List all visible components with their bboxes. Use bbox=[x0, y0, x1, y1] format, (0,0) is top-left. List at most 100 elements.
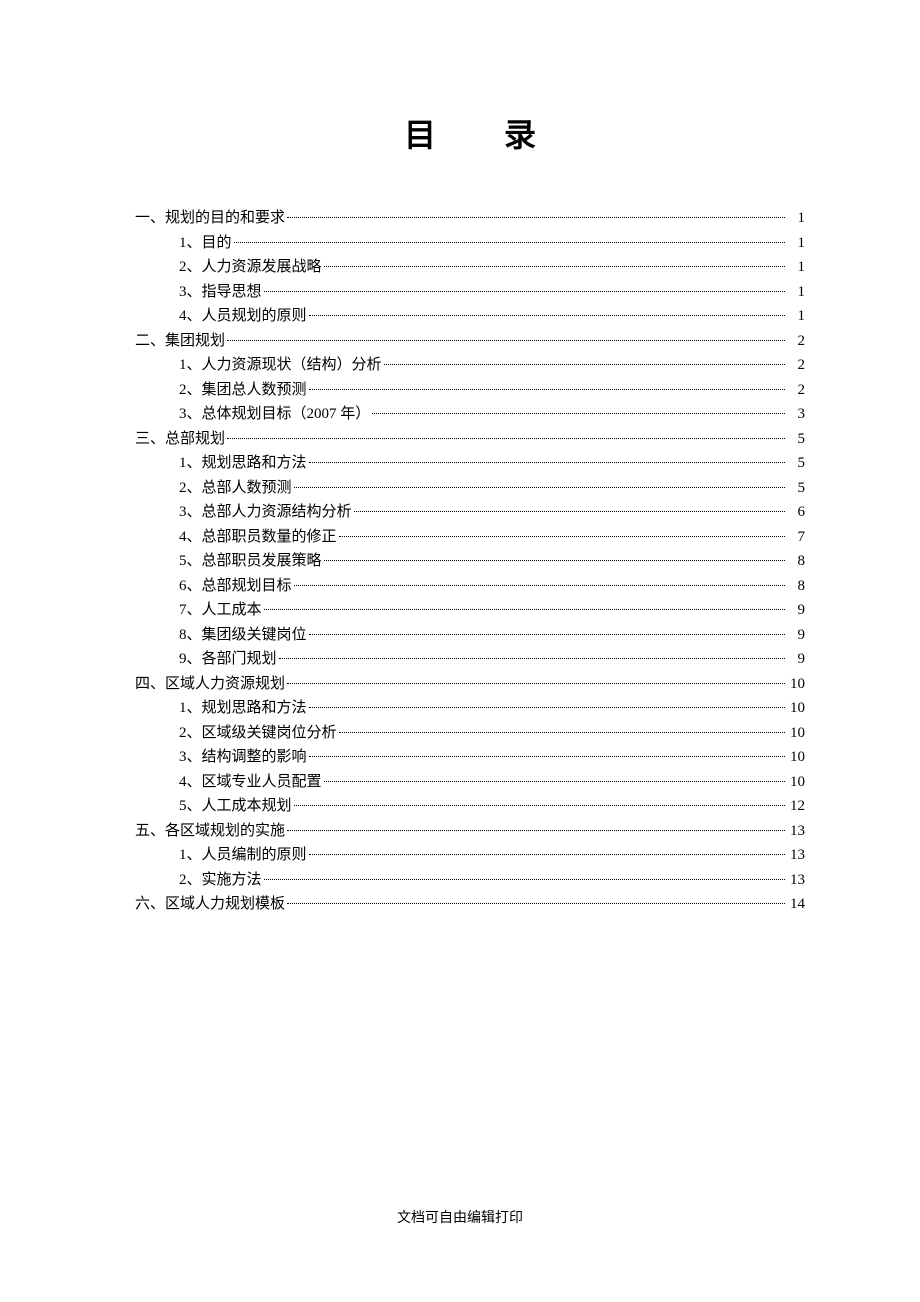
toc-entry-label: 5、总部职员发展策略 bbox=[179, 549, 322, 573]
toc-entry-label: 1、规划思路和方法 bbox=[179, 696, 307, 720]
toc-entry-label: 1、人员编制的原则 bbox=[179, 843, 307, 867]
toc-entry: 2、人力资源发展战略 1 bbox=[135, 255, 805, 280]
toc-leader-dots bbox=[294, 805, 785, 806]
toc-leader-dots bbox=[324, 266, 785, 267]
toc-entry-label: 2、实施方法 bbox=[179, 868, 262, 892]
toc-entry: 1、规划思路和方法5 bbox=[135, 451, 805, 476]
toc-leader-dots bbox=[279, 658, 785, 659]
toc-leader-dots bbox=[309, 756, 785, 757]
toc-leader-dots bbox=[324, 781, 785, 782]
toc-leader-dots bbox=[264, 609, 785, 610]
toc-leader-dots bbox=[324, 560, 785, 561]
toc-leader-dots bbox=[227, 438, 785, 439]
toc-entry: 6、总部规划目标 8 bbox=[135, 574, 805, 599]
toc-leader-dots bbox=[309, 389, 785, 390]
toc-entry-label: 4、区域专业人员配置 bbox=[179, 770, 322, 794]
toc-entry-label: 二、集团规划 bbox=[135, 329, 225, 353]
toc-leader-dots bbox=[309, 634, 785, 635]
toc-entry-label: 1、目的 bbox=[179, 231, 232, 255]
toc-entry-label: 6、总部规划目标 bbox=[179, 574, 292, 598]
toc-entry-label: 五、各区域规划的实施 bbox=[135, 819, 285, 843]
toc-entry: 9、各部门规划 9 bbox=[135, 647, 805, 672]
toc-entry-page: 6 bbox=[787, 500, 805, 524]
toc-leader-dots bbox=[294, 585, 785, 586]
toc-entry-label: 1、人力资源现状（结构）分析 bbox=[179, 353, 382, 377]
toc-entry-page: 5 bbox=[787, 476, 805, 500]
toc-entry-label: 2、集团总人数预测 bbox=[179, 378, 307, 402]
toc-leader-dots bbox=[264, 291, 785, 292]
toc-entry-page: 9 bbox=[787, 647, 805, 671]
toc-entry-page: 1 bbox=[787, 255, 805, 279]
page-title: 目 录 bbox=[135, 110, 805, 156]
toc-entry-page: 13 bbox=[787, 868, 805, 892]
toc-entry-label: 3、指导思想 bbox=[179, 280, 262, 304]
toc-entry-label: 8、集团级关键岗位 bbox=[179, 623, 307, 647]
toc-entry-label: 2、人力资源发展战略 bbox=[179, 255, 322, 279]
toc-entry-page: 10 bbox=[787, 745, 805, 769]
toc-entry-label: 4、人员规划的原则 bbox=[179, 304, 307, 328]
toc-entry: 三、总部规划 5 bbox=[135, 427, 805, 452]
toc-entry-page: 5 bbox=[787, 451, 805, 475]
toc-leader-dots bbox=[384, 364, 785, 365]
toc-entry: 2、总部人数预测5 bbox=[135, 476, 805, 501]
toc-entry-page: 10 bbox=[787, 770, 805, 794]
toc-leader-dots bbox=[309, 854, 785, 855]
toc-entry-label: 三、总部规划 bbox=[135, 427, 225, 451]
toc-entry-page: 13 bbox=[787, 819, 805, 843]
toc-entry-page: 8 bbox=[787, 549, 805, 573]
toc-entry: 5、人工成本规划12 bbox=[135, 794, 805, 819]
toc-entry: 8、集团级关键岗位 9 bbox=[135, 623, 805, 648]
toc-entry: 二、集团规划 2 bbox=[135, 329, 805, 354]
toc-leader-dots bbox=[372, 413, 785, 414]
toc-entry: 4、区域专业人员配置 10 bbox=[135, 770, 805, 795]
toc-leader-dots bbox=[294, 487, 785, 488]
toc-entry: 5、总部职员发展策略 8 bbox=[135, 549, 805, 574]
toc-entry: 1、目的 1 bbox=[135, 231, 805, 256]
toc-entry-label: 4、总部职员数量的修正 bbox=[179, 525, 337, 549]
toc-entry: 3、结构调整的影响 10 bbox=[135, 745, 805, 770]
table-of-contents: 一、规划的目的和要求11、目的12、人力资源发展战略13、指导思想14、人员规划… bbox=[135, 206, 805, 917]
toc-entry-page: 8 bbox=[787, 574, 805, 598]
toc-entry-page: 7 bbox=[787, 525, 805, 549]
toc-entry: 六、区域人力规划模板 14 bbox=[135, 892, 805, 917]
toc-leader-dots bbox=[354, 511, 785, 512]
toc-entry: 4、人员规划的原则 1 bbox=[135, 304, 805, 329]
toc-entry-label: 5、人工成本规划 bbox=[179, 794, 292, 818]
toc-entry-label: 六、区域人力规划模板 bbox=[135, 892, 285, 916]
toc-entry-label: 3、结构调整的影响 bbox=[179, 745, 307, 769]
toc-entry-page: 10 bbox=[787, 696, 805, 720]
toc-entry: 1、人力资源现状（结构）分析2 bbox=[135, 353, 805, 378]
toc-entry: 3、总部人力资源结构分析 6 bbox=[135, 500, 805, 525]
toc-entry-page: 9 bbox=[787, 598, 805, 622]
toc-entry-page: 14 bbox=[787, 892, 805, 916]
toc-leader-dots bbox=[234, 242, 785, 243]
toc-leader-dots bbox=[287, 830, 785, 831]
toc-entry: 2、集团总人数预测2 bbox=[135, 378, 805, 403]
toc-entry-label: 9、各部门规划 bbox=[179, 647, 277, 671]
toc-entry-page: 1 bbox=[787, 231, 805, 255]
toc-entry-page: 10 bbox=[787, 721, 805, 745]
toc-leader-dots bbox=[227, 340, 785, 341]
toc-entry-label: 3、总体规划目标（2007 年） bbox=[179, 402, 370, 426]
toc-entry: 一、规划的目的和要求1 bbox=[135, 206, 805, 231]
toc-leader-dots bbox=[309, 315, 785, 316]
toc-entry-page: 1 bbox=[787, 206, 805, 230]
toc-entry-page: 9 bbox=[787, 623, 805, 647]
toc-entry-label: 2、区域级关键岗位分析 bbox=[179, 721, 337, 745]
toc-entry: 1、规划思路和方法 10 bbox=[135, 696, 805, 721]
toc-entry-page: 1 bbox=[787, 304, 805, 328]
toc-entry-label: 四、区域人力资源规划 bbox=[135, 672, 285, 696]
toc-entry-label: 7、人工成本 bbox=[179, 598, 262, 622]
toc-entry: 3、指导思想1 bbox=[135, 280, 805, 305]
toc-leader-dots bbox=[339, 536, 785, 537]
toc-entry: 2、实施方法 13 bbox=[135, 868, 805, 893]
toc-entry-page: 2 bbox=[787, 329, 805, 353]
toc-entry: 五、各区域规划的实施 13 bbox=[135, 819, 805, 844]
toc-entry-page: 13 bbox=[787, 843, 805, 867]
toc-leader-dots bbox=[309, 462, 785, 463]
toc-entry: 四、区域人力资源规划10 bbox=[135, 672, 805, 697]
toc-leader-dots bbox=[287, 903, 785, 904]
toc-entry-page: 5 bbox=[787, 427, 805, 451]
toc-entry-label: 3、总部人力资源结构分析 bbox=[179, 500, 352, 524]
toc-entry: 4、总部职员数量的修正 7 bbox=[135, 525, 805, 550]
